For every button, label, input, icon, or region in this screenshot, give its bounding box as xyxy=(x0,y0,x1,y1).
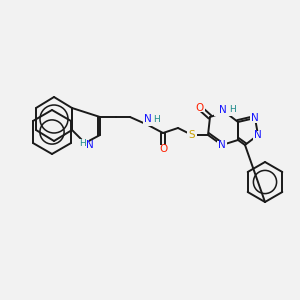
FancyBboxPatch shape xyxy=(214,104,232,116)
Text: H: H xyxy=(229,106,236,115)
FancyBboxPatch shape xyxy=(253,130,263,140)
Text: N: N xyxy=(254,130,262,140)
Text: O: O xyxy=(159,144,167,154)
Text: N: N xyxy=(86,140,94,150)
Text: N: N xyxy=(144,114,152,124)
Text: H: H xyxy=(153,115,159,124)
FancyBboxPatch shape xyxy=(143,116,157,126)
Text: S: S xyxy=(189,130,195,140)
FancyBboxPatch shape xyxy=(75,139,89,149)
Text: N: N xyxy=(219,105,227,115)
FancyBboxPatch shape xyxy=(250,113,260,122)
FancyBboxPatch shape xyxy=(187,130,197,140)
Text: H: H xyxy=(79,140,86,148)
FancyBboxPatch shape xyxy=(217,140,227,149)
FancyBboxPatch shape xyxy=(195,104,205,112)
Text: N: N xyxy=(251,113,259,123)
Text: N: N xyxy=(218,140,226,150)
FancyBboxPatch shape xyxy=(158,145,168,153)
Text: O: O xyxy=(196,103,204,113)
